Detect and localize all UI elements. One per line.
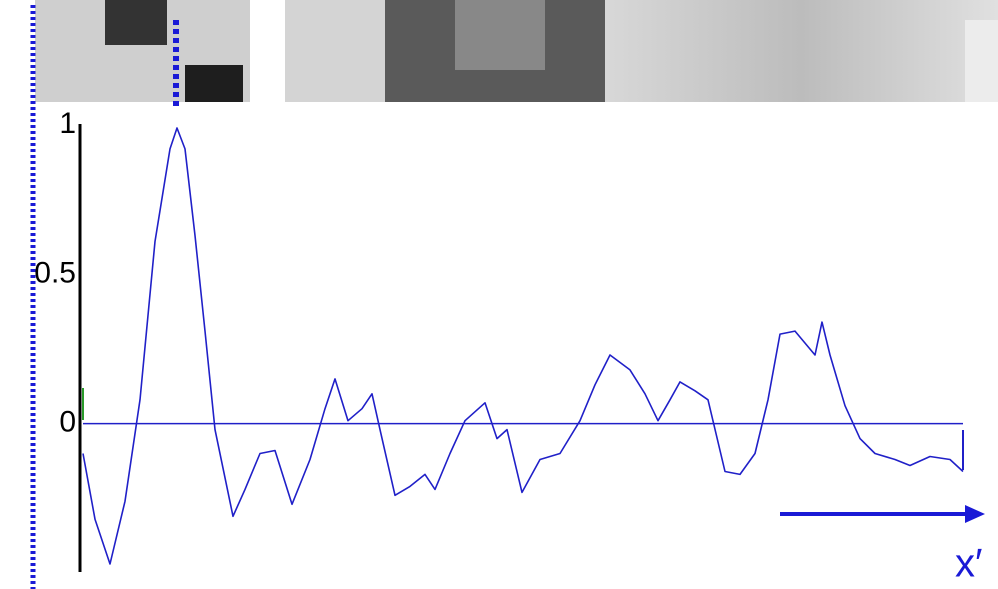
- photo-strip: [35, 0, 998, 102]
- x-axis-label: x′: [955, 542, 983, 586]
- photo-panel: [285, 0, 385, 102]
- arrow-head: [965, 505, 985, 523]
- photo-wall: [605, 0, 998, 102]
- y-tick-label: 1: [59, 107, 76, 140]
- y-tick-label: 0: [59, 406, 76, 439]
- y-tick-label: 0.5: [34, 256, 76, 289]
- photo-door: [965, 20, 998, 102]
- data-line: [82, 127, 964, 565]
- photo-box: [185, 65, 243, 102]
- photo-corridor-end: [455, 0, 545, 70]
- photo-poster: [105, 0, 167, 45]
